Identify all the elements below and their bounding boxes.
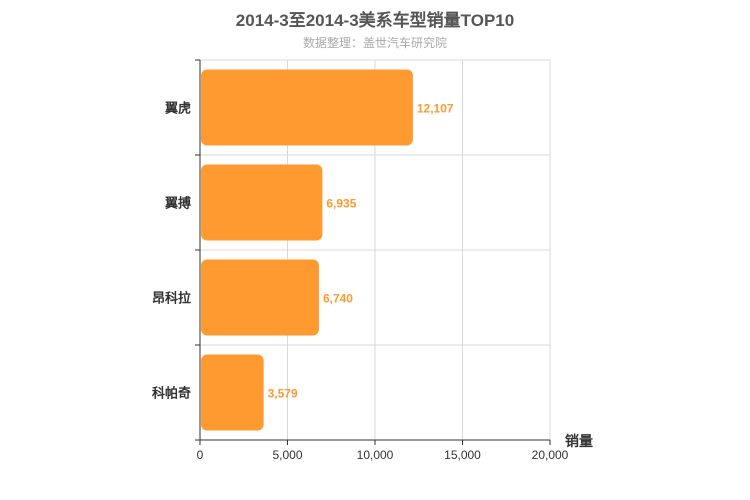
x-tick-label: 5,000 (272, 448, 302, 462)
category-label: 翼虎 (164, 101, 191, 116)
category-label: 科帕奇 (152, 386, 191, 401)
x-tick-label: 20,000 (532, 448, 569, 462)
data-label: 6,740 (323, 292, 353, 306)
bar (201, 69, 413, 146)
x-tick-label: 10,000 (357, 448, 394, 462)
data-label: 3,579 (268, 387, 298, 401)
x-axis-title: 销量 (565, 433, 593, 449)
chart-subtitle: 数据整理：盖世汽车研究院 (302, 36, 447, 50)
category-label: 翼搏 (164, 196, 191, 211)
data-label: 12,107 (417, 102, 454, 116)
x-tick-label: 15,000 (444, 448, 481, 462)
data-label: 6,935 (326, 197, 356, 211)
bar (201, 354, 264, 431)
chart-title: 2014-3至2014-3美系车型销量TOP10 (235, 11, 515, 30)
bar (201, 259, 319, 336)
bar (201, 164, 323, 241)
x-tick-label: 0 (197, 448, 204, 462)
category-label: 昂科拉 (152, 291, 191, 306)
